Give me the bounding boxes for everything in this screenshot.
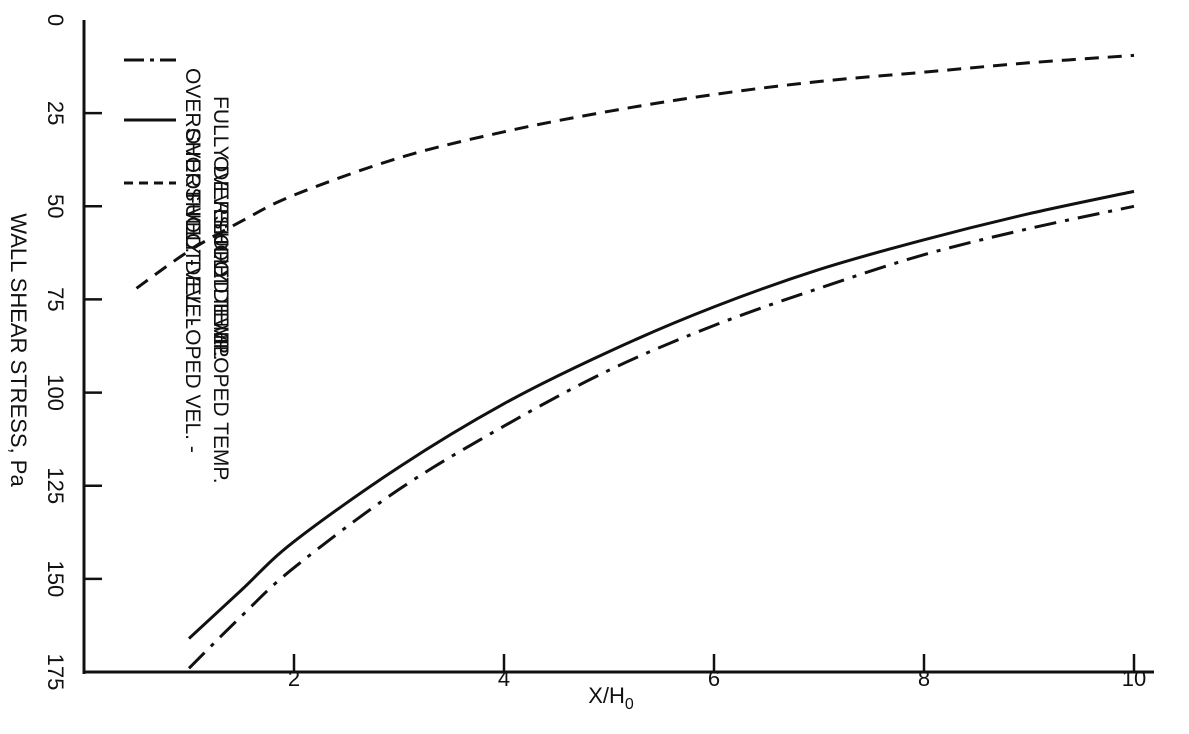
- legend-label-1-line-1: OVERSHOOT VEL. -: [181, 68, 204, 266]
- plot-area: 0 25 50 75 100 125 150 175 2 4 6 8 10 OVERSHOOT VEL.…: [6, 14, 1154, 713]
- y-tick-label: 150: [43, 560, 68, 597]
- y-tick-label: 75: [43, 287, 68, 311]
- legend-label-2-line-2: OVERSHOOT TEMP.: [209, 156, 232, 357]
- y-tick-label: 50: [43, 194, 68, 218]
- series-line-3: [135, 53, 1135, 290]
- y-tick-label: 0: [43, 14, 68, 26]
- legend-label-3-line-1: FULLY DEVELOPED VEL. -: [181, 191, 204, 453]
- y-axis-label: WALL SHEAR STRESS, Pa: [6, 213, 31, 487]
- legend-label-3-line-2: FULLY DEVELOPED TEMP.: [209, 219, 232, 484]
- y-tick-label: 25: [43, 101, 68, 125]
- y-tick-label: 175: [43, 654, 68, 691]
- series-curves: [135, 53, 1135, 670]
- x-tick-label: 4: [498, 666, 510, 691]
- x-axis-label: X/H0: [588, 683, 634, 713]
- legend-label-1-line-2: FULLY DEVELOPED TEMP.: [209, 96, 232, 361]
- y-tick-label: 125: [43, 467, 68, 504]
- x-tick-label: 2: [288, 666, 300, 691]
- x-tick-label: 6: [708, 666, 720, 691]
- series-line-1: [187, 204, 1135, 670]
- x-tick-label: 8: [918, 666, 930, 691]
- axis-titles: WALL SHEAR STRESS, Pa X/H0: [6, 213, 634, 713]
- legend-label-2-line-1: OVERSHOOT VEL. -: [181, 128, 204, 326]
- axes: 0 25 50 75 100 125 150 175 2 4 6 8 10: [43, 14, 1154, 691]
- series-line-2: [187, 189, 1135, 640]
- legend: OVERSHOOT VEL. - FULLY DEVELOPED TEMP.OVE…: [124, 58, 232, 484]
- x-tick-label: 10: [1122, 666, 1146, 691]
- y-tick-label: 100: [43, 374, 68, 411]
